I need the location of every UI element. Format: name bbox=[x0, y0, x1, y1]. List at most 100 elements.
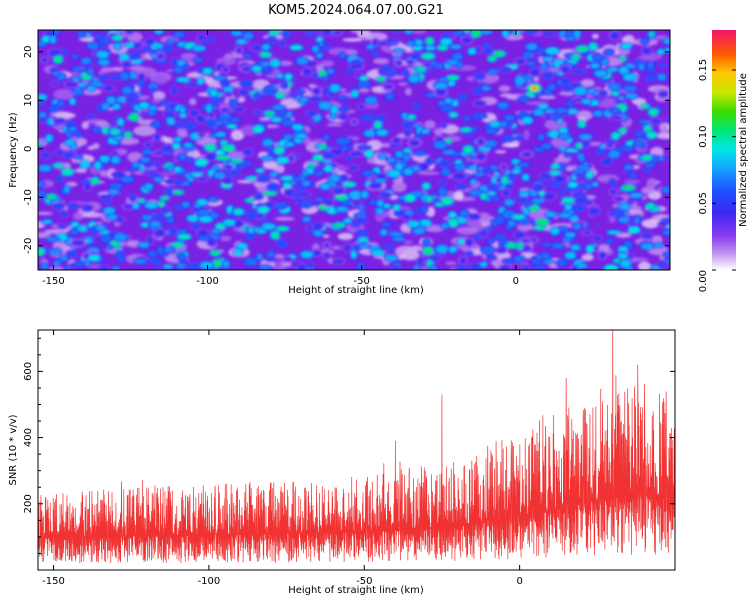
heatmap-cell bbox=[73, 130, 84, 139]
heatmap-y-tick-label: 10 bbox=[23, 94, 34, 107]
heatmap-low-cell bbox=[591, 33, 599, 39]
heatmap-cell bbox=[663, 116, 670, 125]
heatmap-y-tick-label: 0 bbox=[23, 146, 34, 152]
heatmap-x-ticks: -150 -100 -50 0 bbox=[42, 30, 519, 287]
heatmap-cell bbox=[274, 200, 289, 211]
heatmap-cell bbox=[369, 248, 387, 257]
heatmap-cell bbox=[597, 89, 609, 98]
heatmap-cell bbox=[252, 191, 265, 202]
heatmap-cell bbox=[50, 30, 62, 37]
heatmap-cell bbox=[169, 86, 180, 96]
heatmap-cell bbox=[97, 73, 111, 82]
heatmap-cell bbox=[123, 130, 134, 139]
heatmap-low-cell bbox=[659, 125, 668, 134]
heatmap-y-ticks: 20 10 0 -10 -20 bbox=[23, 45, 670, 254]
heatmap-cell bbox=[435, 44, 450, 52]
heatmap-cell bbox=[351, 198, 363, 207]
snr-x-axis-label: Height of straight line (km) bbox=[288, 585, 424, 596]
heatmap-cell bbox=[173, 120, 185, 129]
heatmap-cell bbox=[297, 96, 310, 104]
heatmap-cell bbox=[62, 184, 72, 195]
heatmap-cell bbox=[656, 89, 670, 99]
heatmap-cell bbox=[660, 217, 670, 224]
heatmap-cell bbox=[171, 189, 185, 196]
heatmap-cell bbox=[475, 151, 488, 162]
colorbar-tick-label: 0.10 bbox=[698, 126, 709, 148]
heatmap-cell bbox=[213, 130, 228, 138]
heatmap-low-cell bbox=[38, 211, 53, 216]
heatmap-low-cell bbox=[331, 245, 342, 250]
heatmap-cell bbox=[212, 74, 228, 82]
snr-y-axis-label: SNR (10 * v/v) bbox=[8, 414, 19, 485]
heatmap-cell bbox=[269, 116, 284, 124]
heatmap-low-cell bbox=[582, 112, 593, 119]
heatmap-cell bbox=[400, 68, 411, 77]
heatmap-cell bbox=[294, 132, 309, 140]
heatmap-cell bbox=[560, 83, 575, 93]
heatmap-cell bbox=[148, 220, 162, 229]
heatmap-cell bbox=[337, 51, 348, 60]
heatmap-cell bbox=[464, 160, 475, 168]
heatmap-cell bbox=[221, 259, 231, 269]
heatmap-cell bbox=[521, 200, 535, 208]
heatmap-cell bbox=[617, 126, 629, 134]
heatmap-cell bbox=[486, 182, 500, 192]
heatmap-cell bbox=[338, 145, 351, 152]
heatmap-cell bbox=[520, 116, 535, 126]
heatmap-cell bbox=[557, 132, 573, 141]
heatmap-cell bbox=[434, 243, 450, 255]
heatmap-cell bbox=[379, 64, 393, 74]
heatmap-cell bbox=[349, 118, 359, 126]
heatmap-cell bbox=[78, 159, 92, 170]
heatmap-hotspot bbox=[248, 63, 265, 74]
heatmap-x-tick-label: -150 bbox=[42, 276, 65, 287]
heatmap-cell bbox=[619, 41, 634, 51]
colorbar-label: Normalized spectral amplitude bbox=[738, 73, 749, 227]
heatmap-cell bbox=[276, 108, 289, 118]
heatmap-cell bbox=[513, 134, 525, 142]
heatmap-cell bbox=[97, 264, 111, 270]
heatmap-cell bbox=[236, 163, 247, 170]
heatmap-cell bbox=[217, 112, 233, 121]
heatmap-cell bbox=[220, 175, 234, 186]
heatmap-cell bbox=[402, 193, 418, 203]
heatmap-cell bbox=[476, 145, 493, 153]
heatmap-cell bbox=[541, 55, 555, 63]
heatmap-cell bbox=[251, 124, 266, 135]
heatmap-cell bbox=[609, 107, 622, 115]
heatmap-cell bbox=[455, 263, 469, 270]
heatmap-cell bbox=[305, 261, 316, 269]
heatmap-cell bbox=[538, 62, 550, 71]
heatmap-cell bbox=[569, 243, 582, 252]
heatmap-cell bbox=[176, 233, 193, 241]
heatmap-cell bbox=[222, 91, 234, 98]
heatmap-low-cell bbox=[81, 121, 90, 130]
heatmap-cell bbox=[257, 263, 274, 270]
heatmap-cell bbox=[468, 178, 479, 185]
heatmap-cell bbox=[119, 174, 136, 184]
heatmap-cell bbox=[592, 148, 608, 156]
heatmap-cell bbox=[354, 228, 370, 237]
heatmap-cell bbox=[341, 217, 354, 224]
heatmap-cell bbox=[163, 186, 174, 197]
heatmap-low-cell bbox=[375, 212, 385, 223]
heatmap-cell bbox=[48, 34, 58, 45]
heatmap-cell bbox=[644, 202, 657, 211]
heatmap-cell bbox=[39, 56, 50, 65]
heatmap-cell bbox=[521, 206, 531, 216]
heatmap-low-cell bbox=[100, 67, 114, 73]
heatmap-low-cell bbox=[494, 150, 507, 154]
heatmap-cell bbox=[195, 175, 210, 183]
heatmap-cell bbox=[513, 75, 527, 86]
heatmap-cell bbox=[75, 30, 87, 40]
heatmap-cell bbox=[587, 206, 602, 217]
heatmap-low-cell bbox=[624, 179, 641, 184]
heatmap-cell bbox=[401, 147, 413, 154]
heatmap-cell bbox=[591, 109, 606, 118]
heatmap-cell bbox=[618, 55, 628, 63]
heatmap-cell bbox=[530, 183, 546, 193]
heatmap-cell bbox=[612, 195, 626, 203]
heatmap-cell bbox=[299, 249, 315, 260]
heatmap-cell bbox=[506, 219, 517, 228]
heatmap-low-cell bbox=[49, 265, 64, 270]
